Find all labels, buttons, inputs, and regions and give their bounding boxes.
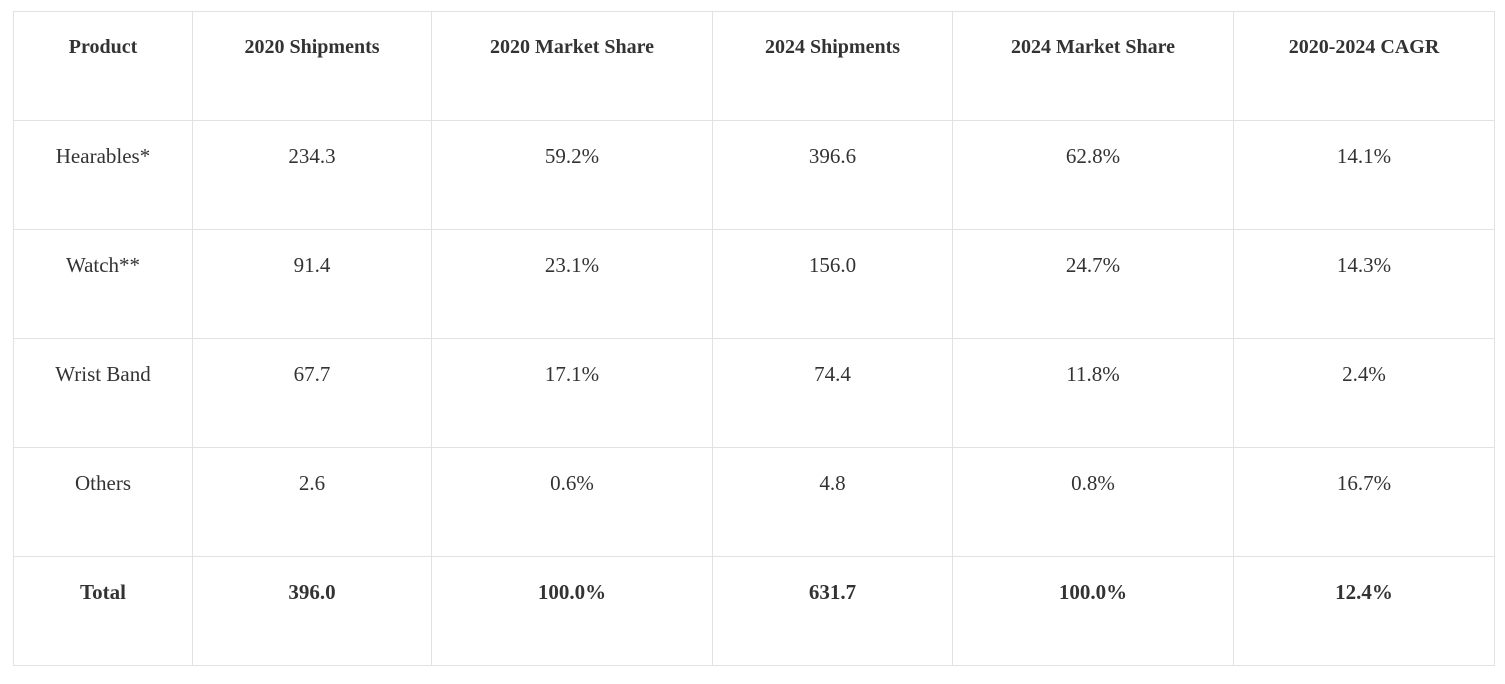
cell-product: Others xyxy=(13,447,193,557)
cell-2020-market-share: 59.2% xyxy=(431,120,713,230)
table-row-total: Total 396.0 100.0% 631.7 100.0% 12.4% xyxy=(13,556,1495,666)
cell-2024-market-share: 0.8% xyxy=(952,447,1234,557)
cell-2024-market-share: 62.8% xyxy=(952,120,1234,230)
cell-cagr: 14.1% xyxy=(1233,120,1495,230)
header-2020-market-share: 2020 Market Share xyxy=(431,11,713,121)
header-2024-shipments: 2024 Shipments xyxy=(712,11,953,121)
cell-2020-market-share: 17.1% xyxy=(431,338,713,448)
table-row-others: Others 2.6 0.6% 4.8 0.8% 16.7% xyxy=(13,447,1495,557)
cell-2020-shipments: 91.4 xyxy=(192,229,432,339)
header-row: Product 2020 Shipments 2020 Market Share… xyxy=(13,11,1495,121)
header-product: Product xyxy=(13,11,193,121)
cell-2020-market-share: 23.1% xyxy=(431,229,713,339)
table-row-wrist-band: Wrist Band 67.7 17.1% 74.4 11.8% 2.4% xyxy=(13,338,1495,448)
header-2020-shipments: 2020 Shipments xyxy=(192,11,432,121)
cell-2020-market-share: 100.0% xyxy=(431,556,713,666)
cell-2024-market-share: 11.8% xyxy=(952,338,1234,448)
table-row-hearables: Hearables* 234.3 59.2% 396.6 62.8% 14.1% xyxy=(13,120,1495,230)
cell-product: Total xyxy=(13,556,193,666)
cell-product: Watch** xyxy=(13,229,193,339)
cell-2020-shipments: 2.6 xyxy=(192,447,432,557)
cell-2020-shipments: 67.7 xyxy=(192,338,432,448)
cell-2024-shipments: 396.6 xyxy=(712,120,953,230)
cell-2020-shipments: 234.3 xyxy=(192,120,432,230)
cell-2024-shipments: 74.4 xyxy=(712,338,953,448)
shipments-table: Product 2020 Shipments 2020 Market Share… xyxy=(13,11,1495,666)
cell-product: Wrist Band xyxy=(13,338,193,448)
header-cagr: 2020-2024 CAGR xyxy=(1233,11,1495,121)
cell-cagr: 16.7% xyxy=(1233,447,1495,557)
shipments-table-container: Product 2020 Shipments 2020 Market Share… xyxy=(13,11,1495,666)
cell-product: Hearables* xyxy=(13,120,193,230)
cell-2024-market-share: 24.7% xyxy=(952,229,1234,339)
cell-2024-shipments: 156.0 xyxy=(712,229,953,339)
cell-cagr: 12.4% xyxy=(1233,556,1495,666)
cell-2024-shipments: 4.8 xyxy=(712,447,953,557)
cell-cagr: 14.3% xyxy=(1233,229,1495,339)
cell-2024-market-share: 100.0% xyxy=(952,556,1234,666)
cell-2020-shipments: 396.0 xyxy=(192,556,432,666)
cell-2020-market-share: 0.6% xyxy=(431,447,713,557)
table-row-watch: Watch** 91.4 23.1% 156.0 24.7% 14.3% xyxy=(13,229,1495,339)
cell-2024-shipments: 631.7 xyxy=(712,556,953,666)
header-2024-market-share: 2024 Market Share xyxy=(952,11,1234,121)
cell-cagr: 2.4% xyxy=(1233,338,1495,448)
